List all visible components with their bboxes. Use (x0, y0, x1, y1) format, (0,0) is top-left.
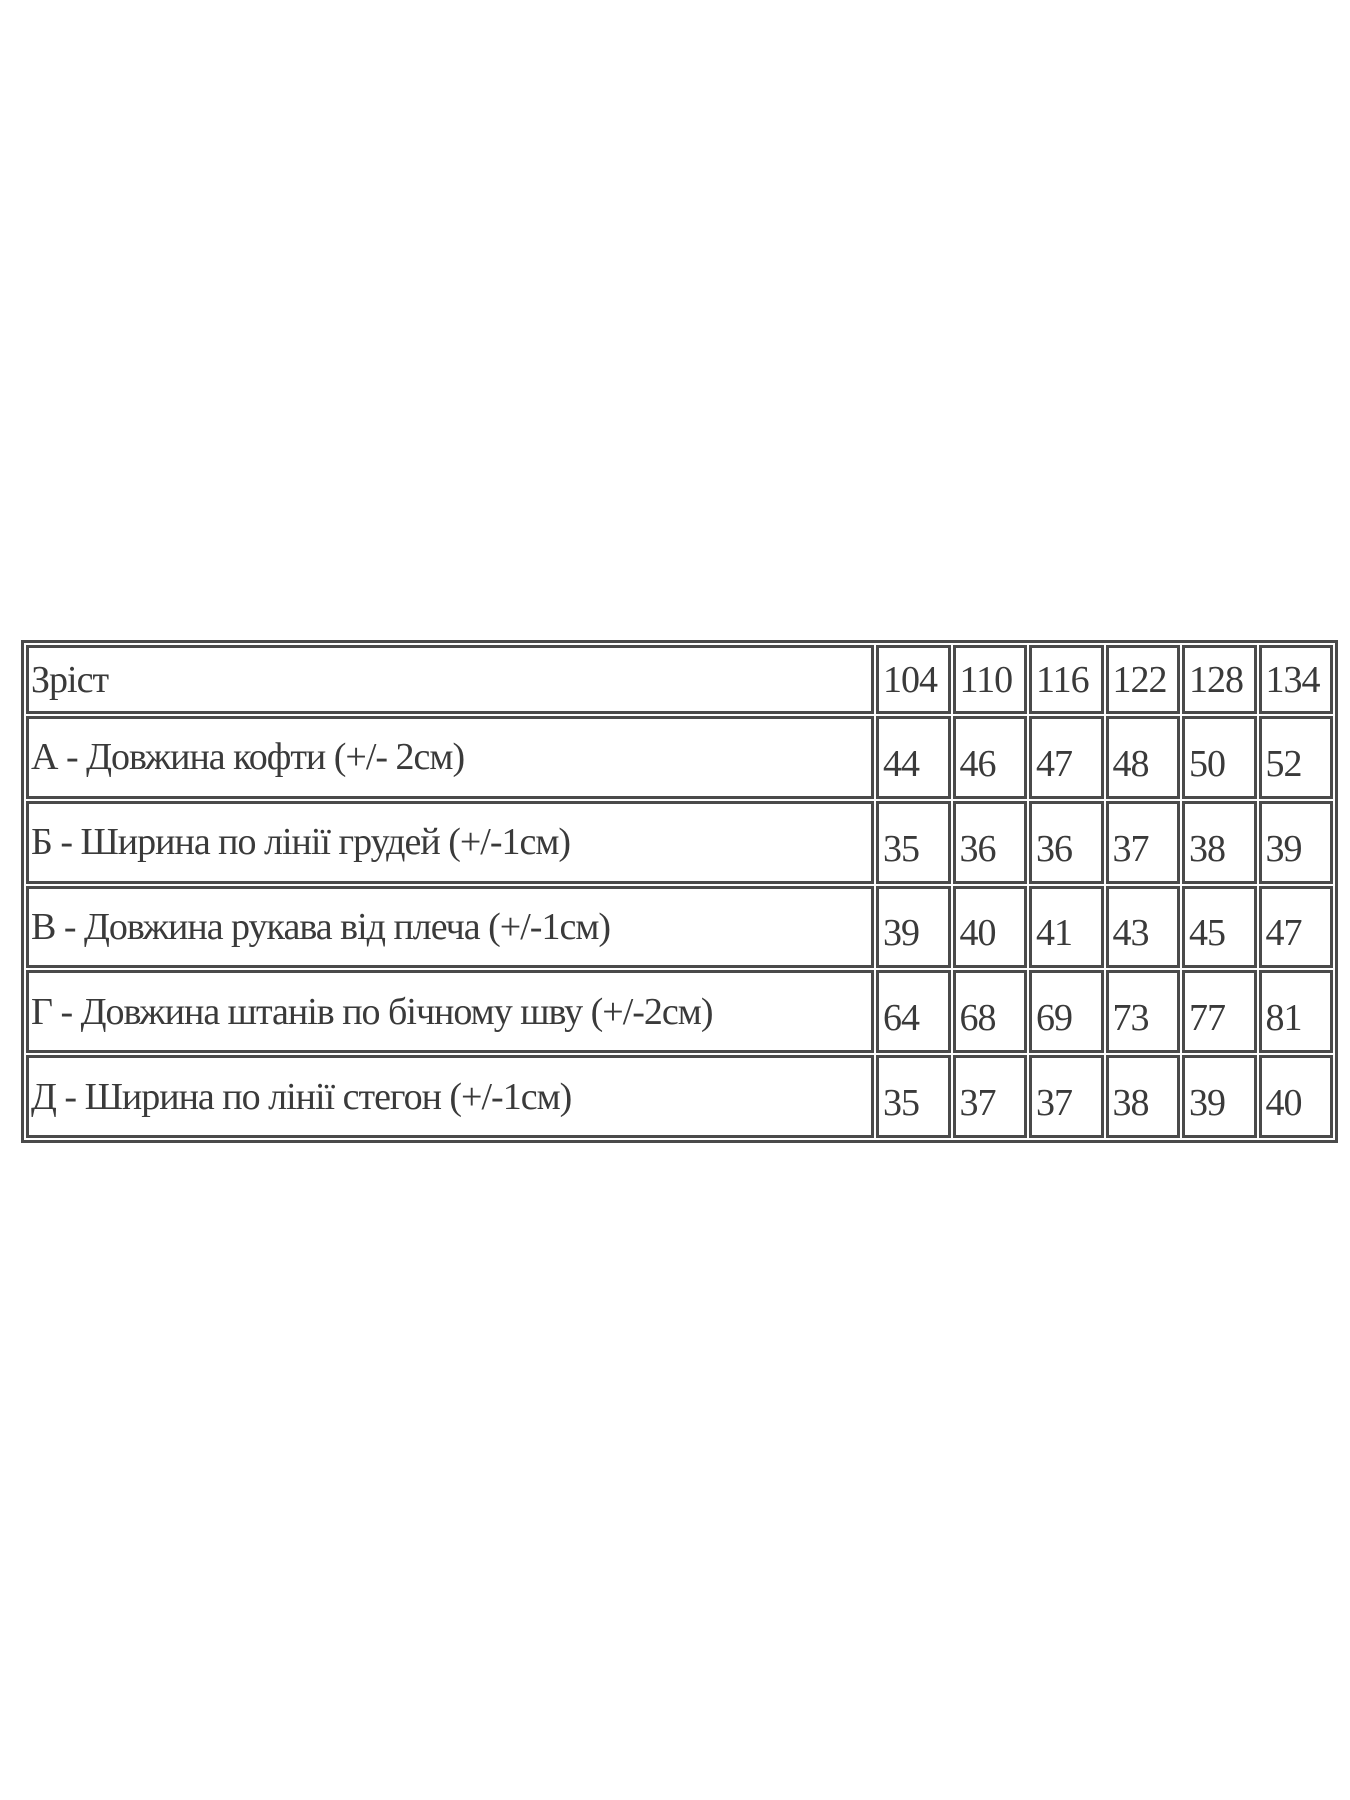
measurement-value: 68 (952, 970, 1027, 1054)
measurement-value: 35 (876, 800, 951, 884)
table-row: В - Довжина рукава від плеча (+/-1см) 39… (26, 885, 1333, 969)
size-header: 104 (876, 645, 951, 714)
measurement-value: 77 (1182, 970, 1257, 1054)
measurement-value: 48 (1105, 716, 1180, 799)
table-header-row: Зріст 104 110 116 122 128 134 (26, 645, 1333, 714)
measurement-value: 52 (1258, 716, 1333, 799)
size-header: 128 (1182, 645, 1257, 714)
measurement-value: 41 (1029, 885, 1104, 969)
measurement-value: 45 (1182, 885, 1257, 969)
table-row: Д - Ширина по лінії стегон (+/-1см) 35 3… (26, 1055, 1333, 1138)
measurement-value: 44 (876, 716, 951, 799)
table-row: А - Довжина кофти (+/- 2см) 44 46 47 48 … (26, 716, 1333, 799)
size-chart-table: Зріст 104 110 116 122 128 134 А - Довжин… (21, 640, 1338, 1143)
measurement-value: 39 (876, 885, 951, 969)
table-row: Г - Довжина штанів по бічному шву (+/-2с… (26, 970, 1333, 1054)
measurement-label: В - Довжина рукава від плеча (+/-1см) (26, 885, 874, 969)
measurement-value: 47 (1029, 716, 1104, 799)
measurement-label: Б - Ширина по лінії грудей (+/-1см) (26, 800, 874, 884)
measurement-value: 69 (1029, 970, 1104, 1054)
measurement-value: 37 (952, 1055, 1027, 1138)
measurement-value: 38 (1182, 800, 1257, 884)
size-header: 110 (952, 645, 1027, 714)
height-label: Зріст (26, 645, 874, 714)
measurement-value: 64 (876, 970, 951, 1054)
measurement-label: Д - Ширина по лінії стегон (+/-1см) (26, 1055, 874, 1138)
measurement-value: 73 (1105, 970, 1180, 1054)
table-row: Б - Ширина по лінії грудей (+/-1см) 35 3… (26, 800, 1333, 884)
measurement-value: 46 (952, 716, 1027, 799)
measurement-value: 40 (1258, 1055, 1333, 1138)
measurement-label: А - Довжина кофти (+/- 2см) (26, 716, 874, 799)
measurement-value: 35 (876, 1055, 951, 1138)
measurement-value: 43 (1105, 885, 1180, 969)
measurement-value: 40 (952, 885, 1027, 969)
measurement-label: Г - Довжина штанів по бічному шву (+/-2с… (26, 970, 874, 1054)
size-header: 134 (1258, 645, 1333, 714)
measurement-value: 39 (1258, 800, 1333, 884)
measurement-value: 50 (1182, 716, 1257, 799)
measurement-value: 38 (1105, 1055, 1180, 1138)
measurement-value: 81 (1258, 970, 1333, 1054)
size-header: 122 (1105, 645, 1180, 714)
measurement-value: 36 (952, 800, 1027, 884)
measurement-value: 47 (1258, 885, 1333, 969)
size-header: 116 (1029, 645, 1104, 714)
measurement-value: 37 (1029, 1055, 1104, 1138)
measurement-value: 39 (1182, 1055, 1257, 1138)
measurement-value: 37 (1105, 800, 1180, 884)
measurement-value: 36 (1029, 800, 1104, 884)
